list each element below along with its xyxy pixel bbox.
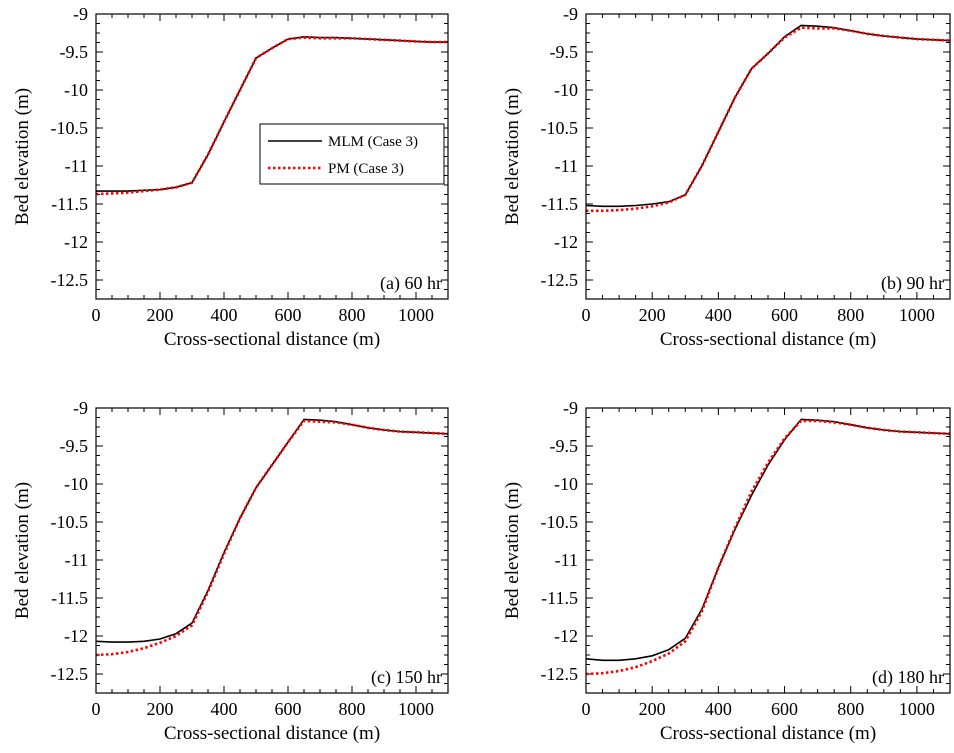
- y-tick-label: -12.5: [51, 664, 89, 684]
- legend-box: [259, 123, 445, 185]
- y-tick-label: -12.5: [541, 270, 579, 290]
- x-tick-label: 200: [639, 699, 666, 719]
- y-tick-label: -11: [65, 550, 88, 570]
- y-tick-label: -9: [73, 4, 88, 24]
- y-tick-label: -10: [554, 474, 578, 494]
- x-tick-label: 800: [339, 699, 366, 719]
- x-tick-label: 0: [92, 305, 101, 325]
- y-axis-title: Bed elevation (m): [12, 482, 33, 619]
- y-tick-label: -11.5: [51, 588, 88, 608]
- x-tick-label: 400: [705, 699, 732, 719]
- y-tick-label: -10.5: [541, 512, 579, 532]
- y-tick-label: -12.5: [51, 270, 89, 290]
- y-tick-label: -12: [64, 626, 88, 646]
- series-line-mlm: [586, 418, 950, 662]
- x-tick-label: 1000: [398, 305, 434, 325]
- series-line-pm: [586, 26, 950, 213]
- y-tick-label: -10: [64, 474, 88, 494]
- y-tick-label: -10.5: [51, 118, 89, 138]
- y-tick-label: -11.5: [541, 588, 578, 608]
- y-tick-label: -12: [554, 626, 578, 646]
- y-tick-label: -9.5: [60, 436, 89, 456]
- y-tick-label: -10.5: [541, 118, 579, 138]
- y-tick-label: -10.5: [51, 512, 89, 532]
- x-tick-label: 400: [705, 305, 732, 325]
- y-tick-label: -12.5: [541, 664, 579, 684]
- panel-label: (a) 60 hr: [380, 273, 442, 294]
- y-tick-label: -12: [554, 232, 578, 252]
- y-axis-title: Bed elevation (m): [502, 88, 523, 225]
- x-tick-label: 400: [211, 699, 238, 719]
- series-line-pm: [96, 36, 448, 196]
- series-line-pm: [586, 419, 950, 676]
- x-tick-label: 400: [211, 305, 238, 325]
- x-axis-title: Cross-sectional distance (m): [660, 723, 876, 744]
- y-tick-label: -9: [563, 4, 578, 24]
- plot-frame: [585, 407, 951, 694]
- y-tick-label: -10: [64, 80, 88, 100]
- y-tick-label: -9.5: [60, 42, 89, 62]
- y-tick-label: -9: [563, 398, 578, 418]
- y-tick-label: -11.5: [51, 194, 88, 214]
- x-tick-label: 0: [582, 305, 591, 325]
- x-tick-label: 1000: [398, 699, 434, 719]
- x-tick-label: 800: [339, 305, 366, 325]
- y-axis-title: Bed elevation (m): [12, 88, 33, 225]
- panel-1: 0 200 400 600 800 1000 -9 -9.5 -10 -10.5 -11 -11.5 -…: [502, 4, 951, 350]
- panel-2: 0 200 400 600 800 1000 -9 -9.5 -10 -10.5 -11 -11.5 -…: [12, 398, 449, 744]
- y-tick-label: -10: [554, 80, 578, 100]
- y-tick-label: -9.5: [550, 42, 579, 62]
- x-tick-label: 1000: [899, 699, 935, 719]
- y-tick-label: -9: [73, 398, 88, 418]
- legend-label-pm: PM (Case 3): [328, 161, 404, 177]
- x-tick-label: 600: [771, 305, 798, 325]
- x-tick-label: 1000: [899, 305, 935, 325]
- plot-frame: [585, 13, 951, 300]
- plot-frame: [95, 407, 449, 694]
- x-axis-title: Cross-sectional distance (m): [164, 723, 380, 744]
- y-tick-label: -12: [64, 232, 88, 252]
- legend: MLM (Case 3) PM (Case 3): [259, 123, 445, 185]
- x-tick-label: 0: [92, 699, 101, 719]
- y-tick-label: -11: [65, 156, 88, 176]
- panel-3: 0 200 400 600 800 1000 -9 -9.5 -10 -10.5 -11 -11.5 -…: [502, 398, 951, 744]
- x-axis-title: Cross-sectional distance (m): [660, 329, 876, 350]
- x-tick-label: 600: [275, 305, 302, 325]
- plot-frame: [95, 13, 449, 300]
- y-tick-label: -11: [555, 550, 578, 570]
- panel-0: 0 200 400 600 800 1000 -9 -9.5 -10 -10.5 -11 -11.5 -…: [12, 4, 449, 350]
- x-tick-label: 800: [837, 699, 864, 719]
- y-tick-label: -9.5: [550, 436, 579, 456]
- x-axis-title: Cross-sectional distance (m): [164, 329, 380, 350]
- x-tick-label: 800: [837, 305, 864, 325]
- panel-label: (b) 90 hr: [881, 273, 944, 294]
- x-tick-label: 0: [582, 699, 591, 719]
- x-tick-label: 200: [147, 699, 174, 719]
- panel-label: (c) 150 hr: [371, 667, 442, 688]
- x-tick-label: 200: [639, 305, 666, 325]
- series-line-pm: [96, 419, 448, 657]
- legend-label-mlm: MLM (Case 3): [328, 134, 418, 150]
- y-tick-label: -11.5: [541, 194, 578, 214]
- y-tick-label: -11: [555, 156, 578, 176]
- x-tick-label: 200: [147, 305, 174, 325]
- y-axis-title: Bed elevation (m): [502, 482, 523, 619]
- series-line-mlm: [96, 418, 448, 643]
- panel-label: (d) 180 hr: [872, 667, 944, 688]
- x-tick-label: 600: [771, 699, 798, 719]
- x-tick-label: 600: [275, 699, 302, 719]
